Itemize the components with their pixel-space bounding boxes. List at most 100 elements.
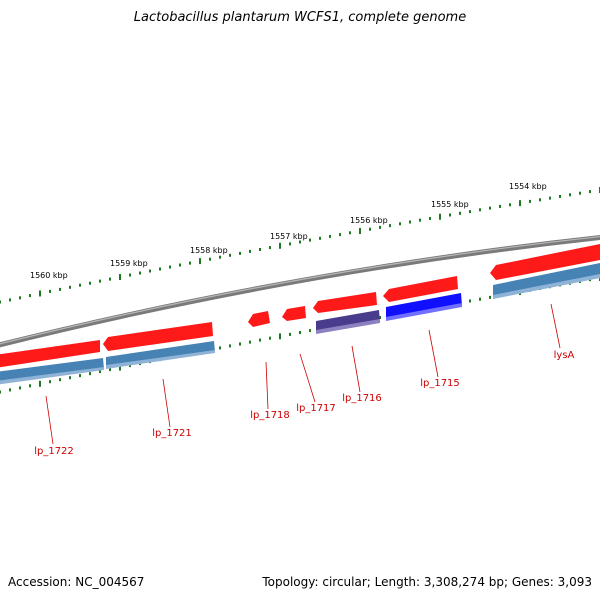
minor-tick xyxy=(59,378,61,382)
scale-label: 1558 kbp xyxy=(190,246,228,255)
minor-tick xyxy=(179,263,181,267)
minor-tick xyxy=(19,386,21,390)
major-tick xyxy=(119,274,121,280)
topology-text: Topology: circular; Length: 3,308,274 bp… xyxy=(262,575,592,589)
minor-tick xyxy=(419,218,421,222)
gene-forward-lp-1715[interactable] xyxy=(383,276,458,302)
minor-tick xyxy=(469,210,471,214)
minor-tick xyxy=(0,390,1,394)
minor-tick xyxy=(499,204,501,208)
minor-tick xyxy=(509,203,511,207)
major-tick xyxy=(279,242,281,249)
minor-tick xyxy=(229,253,231,257)
gene-label-leaders xyxy=(45,303,561,445)
minor-tick xyxy=(159,267,161,271)
scale-label-layer: 1554 kbp 1555 kbp 1556 kbp 1557 kbp 1558… xyxy=(30,182,547,280)
gene-label: lp_1721 xyxy=(152,428,192,439)
scale-label: 1557 kbp xyxy=(270,232,308,241)
minor-tick xyxy=(59,287,61,291)
gene-forward-lp-1722[interactable] xyxy=(0,340,100,368)
minor-tick xyxy=(309,238,311,242)
minor-tick xyxy=(239,251,241,255)
gene-forward-lp-1717[interactable] xyxy=(282,306,306,321)
minor-tick xyxy=(9,388,11,392)
minor-tick xyxy=(69,285,71,289)
minor-tick xyxy=(219,346,221,350)
minor-tick xyxy=(109,277,111,281)
gene-forward-lp-1721[interactable] xyxy=(103,322,213,351)
cds-reverse-lp-1722[interactable] xyxy=(0,358,104,385)
cds-reverse-lp-1721[interactable] xyxy=(106,341,215,369)
minor-tick xyxy=(479,208,481,212)
minor-tick xyxy=(129,364,131,368)
minor-tick xyxy=(19,296,21,300)
minor-tick xyxy=(539,198,541,202)
minor-tick xyxy=(289,332,291,336)
minor-tick xyxy=(49,289,51,293)
minor-tick xyxy=(449,213,451,217)
minor-tick xyxy=(389,224,391,228)
minor-tick xyxy=(299,331,301,334)
minor-tick xyxy=(259,338,261,342)
cds-reverse-lp-1716[interactable] xyxy=(316,310,380,334)
reverse-strand-cds xyxy=(0,262,600,385)
minor-tick xyxy=(559,195,561,198)
minor-tick xyxy=(339,233,341,237)
minor-tick xyxy=(49,380,51,384)
minor-tick xyxy=(29,384,31,388)
minor-tick xyxy=(329,234,331,238)
genome-backbone xyxy=(0,235,600,348)
major-tick xyxy=(279,333,281,340)
minor-tick xyxy=(379,225,381,229)
minor-tick xyxy=(569,193,571,197)
minor-tick xyxy=(489,206,491,210)
minor-tick xyxy=(209,257,211,261)
minor-tick xyxy=(369,227,371,231)
minor-tick xyxy=(469,299,471,303)
minor-tick xyxy=(109,368,111,372)
minor-tick xyxy=(479,297,481,301)
minor-tick xyxy=(309,329,311,333)
gene-forward-lysA[interactable] xyxy=(490,243,600,280)
gene-forward-lp-1716[interactable] xyxy=(313,292,377,313)
gene-label-layer: lp_1722 lp_1721 lp_1718 lp_1717 lp_1716 … xyxy=(34,350,574,457)
gene-label: lp_1717 xyxy=(296,403,336,414)
scale-label: 1560 kbp xyxy=(30,271,68,280)
major-tick xyxy=(519,200,521,207)
minor-tick xyxy=(259,248,261,251)
minor-tick xyxy=(139,271,141,275)
minor-tick xyxy=(129,273,131,277)
major-tick xyxy=(359,228,361,234)
minor-tick xyxy=(589,190,591,194)
minor-tick xyxy=(9,298,11,302)
minor-tick xyxy=(99,370,101,374)
scale-label: 1554 kbp xyxy=(509,182,547,191)
genome-backbone-highlight xyxy=(0,235,600,345)
cds-reverse-lp-1715[interactable] xyxy=(386,293,462,321)
minor-tick xyxy=(409,220,411,224)
minor-tick xyxy=(549,196,551,200)
minor-tick xyxy=(189,261,191,265)
minor-tick xyxy=(229,344,231,348)
minor-tick xyxy=(429,217,431,220)
minor-tick xyxy=(269,336,271,340)
minor-tick xyxy=(149,269,151,273)
minor-tick xyxy=(239,342,241,346)
forward-strand-genes xyxy=(0,243,600,368)
major-tick xyxy=(39,380,41,387)
minor-tick xyxy=(0,300,1,304)
cds-reverse-lysA[interactable] xyxy=(493,262,600,299)
gene-label: lp_1718 xyxy=(250,410,290,421)
major-tick xyxy=(199,258,201,265)
map-title: Lactobacillus plantarum WCFS1, complete … xyxy=(133,10,467,25)
gene-forward-lp-1718[interactable] xyxy=(248,311,270,327)
minor-tick xyxy=(319,236,321,240)
minor-tick xyxy=(169,265,171,269)
minor-tick xyxy=(269,246,271,250)
gene-label: lysA xyxy=(554,350,575,361)
minor-tick xyxy=(89,372,91,376)
major-tick xyxy=(439,213,441,220)
minor-tick xyxy=(99,279,101,283)
minor-tick xyxy=(379,316,381,319)
